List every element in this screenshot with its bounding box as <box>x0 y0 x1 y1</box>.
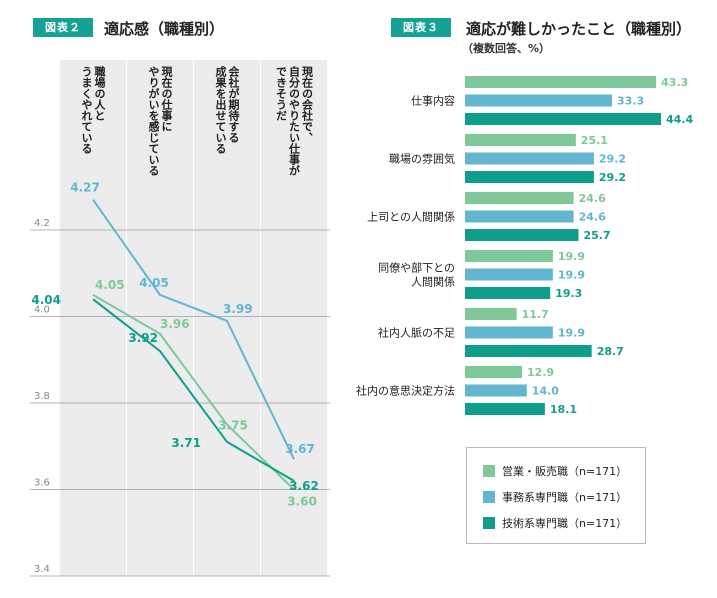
bar-office <box>465 94 612 107</box>
y-tick-label: 4.2 <box>34 218 50 229</box>
bar-tech <box>465 171 594 183</box>
data-label-tech: 3.62 <box>289 479 319 493</box>
series-line-sales <box>92 294 295 491</box>
data-label-sales: 3.96 <box>160 317 190 331</box>
category-label: やりがいを感じている <box>147 66 160 177</box>
figure3-title: 適応が難しかったこと（職種別） <box>466 20 692 38</box>
data-label-sales: 4.05 <box>95 278 125 292</box>
category-band <box>127 60 193 576</box>
legend-label-tech: 技術系専門職（n=171） <box>502 517 628 530</box>
data-label-office: 3.67 <box>285 442 315 456</box>
category-label: うまくやれている <box>80 66 93 155</box>
category-band <box>194 60 260 576</box>
bar-value-label: 19.3 <box>555 287 582 300</box>
category-label: 自分のやりたい仕事が <box>288 65 302 176</box>
bar-tech <box>465 113 661 125</box>
category-label: 現在の仕事に <box>160 66 174 132</box>
bar-value-label: 11.7 <box>522 308 549 321</box>
y-tick-label: 3.6 <box>34 478 50 489</box>
category-label: 会社が期待する <box>227 65 241 144</box>
category-band <box>261 60 327 576</box>
category-label: 社内人脈の不足 <box>378 326 455 340</box>
bar-value-label: 29.2 <box>599 171 626 184</box>
legend-swatch-tech <box>483 517 495 529</box>
category-band <box>60 60 126 576</box>
bar-sales <box>465 192 574 204</box>
bar-office <box>465 152 594 165</box>
legend-item-tech: 技術系専門職（n=171） <box>483 515 628 530</box>
data-label-sales: 3.60 <box>287 495 317 509</box>
bar-value-label: 19.9 <box>558 269 585 282</box>
bar-value-label: 25.7 <box>583 229 610 242</box>
category-label: 職場の人と <box>93 65 106 121</box>
figure3-badge: 図表３ <box>391 18 451 37</box>
category-label: 仕事内容 <box>411 94 455 108</box>
bar-tech <box>465 403 545 415</box>
bar-office <box>465 384 527 397</box>
data-label-office: 3.99 <box>223 302 253 316</box>
data-label-tech: 3.92 <box>128 331 158 345</box>
bar-tech <box>465 229 579 241</box>
bar-sales <box>465 366 522 378</box>
category-label: 社内の意思決定方法 <box>356 384 455 398</box>
figure2-title: 適応感（職種別） <box>104 20 225 38</box>
chart-legend: 営業・販売職（n=171） 事務系専門職（n=171） 技術系専門職（n=171… <box>466 447 646 544</box>
bar-sales <box>465 250 553 262</box>
category-label: できそうだ <box>275 66 288 121</box>
data-label-sales: 3.75 <box>218 419 248 433</box>
bar-tech <box>465 345 592 357</box>
bar-value-label: 19.9 <box>558 250 585 263</box>
figure3-subtitle: （複数回答、%） <box>462 42 551 55</box>
bar-value-label: 25.1 <box>581 134 608 147</box>
bar-sales <box>465 76 657 88</box>
data-label-office: 4.05 <box>139 276 169 290</box>
bar-value-label: 28.7 <box>597 345 624 358</box>
legend-item-sales: 営業・販売職（n=171） <box>483 463 628 478</box>
category-label: 職場の雰囲気 <box>389 152 455 166</box>
bar-value-label: 43.3 <box>661 76 688 89</box>
data-label-office: 4.27 <box>70 181 100 195</box>
bar-value-label: 24.6 <box>579 192 606 205</box>
bar-office <box>465 268 553 281</box>
category-label: 成果を出せている <box>214 65 228 155</box>
category-label: 上司との人間関係 <box>367 211 455 224</box>
legend-swatch-sales <box>483 465 495 477</box>
bar-value-label: 18.1 <box>550 403 577 416</box>
bar-sales <box>465 134 576 146</box>
bar-value-label: 24.6 <box>579 211 606 224</box>
y-tick-label: 4.0 <box>34 305 50 316</box>
legend-swatch-office <box>483 491 495 503</box>
bar-sales <box>465 308 517 320</box>
figure2-badge: 図表２ <box>33 18 93 37</box>
data-label-tech: 4.04 <box>31 293 61 307</box>
category-label: 人間関係 <box>411 276 455 289</box>
series-line-office <box>92 199 295 460</box>
category-label: 現在の会社で、 <box>301 66 315 143</box>
series-line-tech <box>92 298 295 482</box>
bar-value-label: 19.9 <box>558 327 585 340</box>
legend-label-office: 事務系専門職（n=171） <box>502 491 628 504</box>
bar-office <box>465 210 574 223</box>
bar-tech <box>465 287 551 299</box>
bar-value-label: 33.3 <box>617 95 644 108</box>
y-tick-label: 3.4 <box>34 564 50 575</box>
bar-value-label: 29.2 <box>599 153 626 166</box>
bar-value-label: 12.9 <box>527 366 554 379</box>
bar-value-label: 44.4 <box>666 113 693 126</box>
legend-label-sales: 営業・販売職（n=171） <box>502 465 628 478</box>
category-label: 同僚や部下との <box>378 261 455 275</box>
y-tick-label: 3.8 <box>34 391 50 402</box>
data-label-tech: 3.71 <box>171 436 201 450</box>
bar-value-label: 14.0 <box>532 385 559 398</box>
bar-office <box>465 326 553 339</box>
legend-item-office: 事務系専門職（n=171） <box>483 489 628 504</box>
